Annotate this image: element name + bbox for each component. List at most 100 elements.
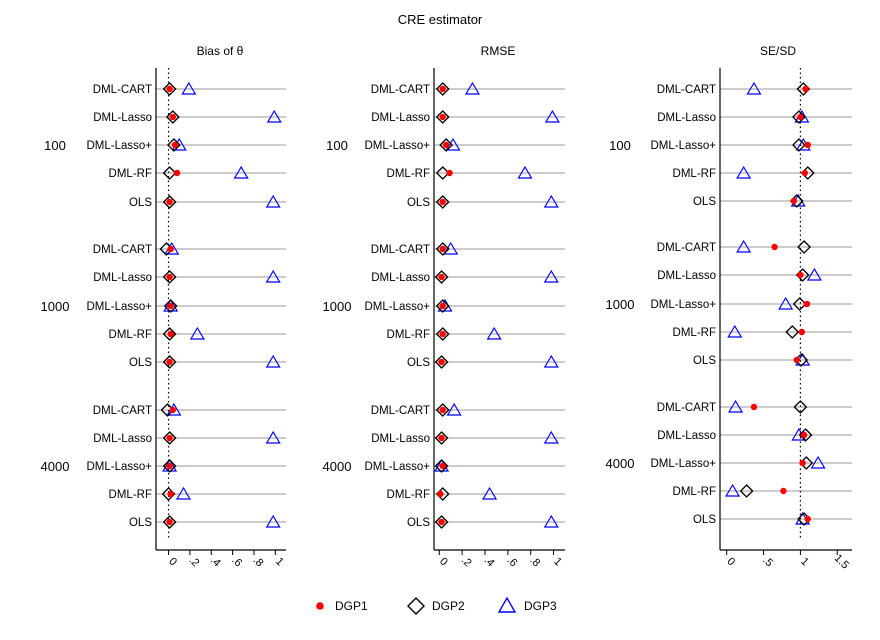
dgp2-marker-rmse [434,270,449,284]
dgp1-marker-bias [173,169,181,177]
method-label-rmse: OLS [407,517,430,529]
legend-marker-dgp3 [497,596,517,613]
method-label-bias: DML-CART [93,405,152,417]
dgp3-marker-bias [265,194,281,208]
dgp2-marker-se-sd [793,400,808,414]
dgp1-marker-bias [166,273,173,281]
dgp1-marker-rmse [439,462,446,470]
dgp2-marker-bias [162,166,177,180]
dgp1-marker-se-sd [799,459,806,467]
x-tick-label-se-sd: 1.5 [832,552,851,571]
dgp1-marker-bias [167,330,174,338]
sample-size-label-bias: 100 [44,138,66,153]
dgp3-marker-bias [162,458,178,472]
method-label-se-sd: DML-Lasso+ [650,140,716,152]
dgp3-marker-se-sd [725,483,741,497]
dgp2-marker-rmse [439,138,454,152]
dgp2-marker-se-sd [792,138,806,152]
method-label-rmse: DML-Lasso+ [364,301,430,313]
dgp2-marker-rmse [434,459,449,473]
method-label-se-sd: DML-Lasso [657,270,716,282]
dgp3-marker-bias [181,81,197,95]
dgp3-marker-se-sd [810,455,826,469]
legend-label-dgp2: DGP2 [432,599,465,613]
dgp1-marker-bias [166,462,173,470]
dgp3-marker-se-sd [727,399,744,413]
dgp1-marker-se-sd [797,271,804,279]
dgp2-marker-se-sd [792,297,807,311]
dgp3-marker-rmse [482,486,498,500]
dgp2-marker-se-sd [739,484,754,498]
dgp2-marker-bias [162,515,177,529]
panel-title-rmse: RMSE [481,44,516,58]
dgp1-marker-rmse [439,245,446,253]
dgp1-marker-rmse [439,406,446,414]
dgp3-marker-se-sd [746,81,762,95]
dgp3-marker-rmse [464,81,480,95]
dgp1-marker-rmse [439,113,446,121]
panel-se-sd: SE/SD [760,44,796,58]
x-tick-label-bias: 1 [273,555,286,568]
method-label-bias: DML-RF [109,489,152,501]
dgp3-marker-rmse [517,165,533,179]
method-label-bias: OLS [129,357,152,369]
sample-size-label-rmse: 1000 [323,299,352,314]
x-tick-label-bias: .6 [229,554,244,569]
dgp1-marker-bias [166,518,173,526]
dgp1-marker-se-sd [804,141,811,149]
method-label-rmse: DML-RF [387,168,430,180]
dgp1-marker-se-sd [803,300,811,308]
dgp1-marker-se-sd [790,197,797,205]
dgp1-marker-bias [166,198,173,206]
dgp1-marker-bias [166,358,173,366]
method-label-bias: DML-Lasso+ [86,301,152,313]
dgp2-marker-rmse [435,403,450,417]
dgp1-marker-rmse [438,358,445,366]
dgp1-marker-rmse [439,302,446,310]
x-tick-label-bias: .2 [187,554,202,569]
method-label-rmse: DML-Lasso+ [364,461,430,473]
x-tick-label-rmse: .2 [459,554,474,569]
dgp1-marker-bias [169,113,177,121]
method-label-se-sd: DML-Lasso [657,430,716,442]
x-tick-label-rmse: .6 [504,554,519,569]
sample-size-label-rmse: 100 [326,138,348,153]
method-label-se-sd: DML-RF [673,327,716,339]
sample-size-label-se-sd: 100 [609,138,631,153]
dgp1-marker-bias [169,406,177,414]
panel-rmse: RMSE [481,44,516,58]
x-tick-label-se-sd: 1 [798,555,811,568]
x-tick-label-rmse: 1 [551,555,564,568]
dgp1-marker-rmse [442,141,450,149]
dgp2-marker-bias [162,82,177,96]
x-tick-label-se-sd: 0 [724,555,737,568]
dgp3-marker-bias [265,354,281,368]
dgp2-marker-bias [162,355,177,369]
dgp1-marker-se-sd [793,356,800,364]
method-label-bias: DML-RF [109,329,152,341]
method-label-rmse: OLS [407,357,430,369]
dgp3-marker-rmse [543,269,559,283]
method-label-bias: DML-CART [93,244,152,256]
sample-size-label-bias: 1000 [41,299,70,314]
dgp2-marker-rmse [434,355,449,369]
x-tick-label-bias: .8 [251,554,266,569]
method-label-bias: OLS [129,517,152,529]
dgp3-marker-bias [266,109,282,123]
dgp2-marker-bias [162,270,177,284]
dgp2-marker-bias [166,138,181,152]
sample-size-label-rmse: 4000 [323,459,352,474]
dgp3-marker-rmse [486,326,502,340]
method-label-bias: DML-Lasso [93,112,152,124]
dgp3-marker-bias [265,514,281,528]
dgp1-marker-rmse [446,169,453,177]
dgp1-marker-se-sd [804,515,811,523]
method-label-bias: DML-Lasso+ [86,140,152,152]
legend-marker-dgp1 [316,602,324,610]
dgp2-marker-rmse [435,299,450,313]
method-label-rmse: DML-Lasso [371,272,430,284]
method-label-bias: DML-Lasso+ [86,461,152,473]
method-label-rmse: DML-CART [371,244,430,256]
dgp3-marker-rmse [445,137,461,151]
method-label-bias: DML-CART [93,84,152,96]
